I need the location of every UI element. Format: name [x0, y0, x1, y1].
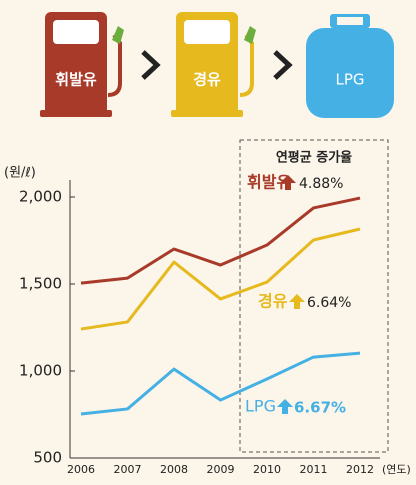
x-tick-label: 2009	[207, 463, 235, 476]
icon-label: LPG	[335, 71, 364, 89]
y-tick-label: 2,000	[19, 188, 62, 206]
lpg-icon	[306, 14, 394, 118]
y-tick-label: 1,000	[19, 362, 62, 380]
annotation-name: 휘발유	[247, 173, 291, 192]
x-unit: (연도)	[382, 463, 411, 476]
y-unit: (원/ℓ)	[4, 166, 36, 181]
series-line	[80, 351, 361, 416]
gasoline-icon	[40, 12, 124, 117]
annotation-name: 경유	[258, 292, 288, 311]
x-tick-label: 2006	[67, 463, 95, 476]
annotation-name: LPG	[245, 397, 276, 416]
arrow	[141, 50, 161, 80]
y-tick-label: 500	[33, 449, 62, 467]
series-line	[80, 196, 361, 285]
annotation-rate: 4.88%	[299, 176, 343, 192]
x-tick-label: 2011	[300, 463, 328, 476]
y-tick-label: 1,500	[19, 275, 62, 293]
annotation-rate: 6.64%	[307, 295, 351, 311]
x-tick-label: 2008	[160, 463, 188, 476]
x-tick-label: 2007	[114, 463, 142, 476]
icon-label: 경유	[193, 71, 221, 89]
up-arrow	[280, 175, 296, 190]
x-tick-label: 2010	[253, 463, 281, 476]
up-arrow	[277, 399, 293, 414]
x-tick-label: 2012	[346, 463, 374, 476]
annotation-rate: 6.67%	[294, 399, 346, 417]
annotation-title: 연평균 증가율	[276, 150, 352, 166]
series-line	[80, 227, 361, 331]
annotation-box	[239, 139, 389, 453]
up-arrow	[289, 294, 305, 309]
diesel-icon	[171, 12, 256, 117]
icon-label: 휘발유	[55, 71, 97, 89]
arrow	[273, 50, 293, 80]
